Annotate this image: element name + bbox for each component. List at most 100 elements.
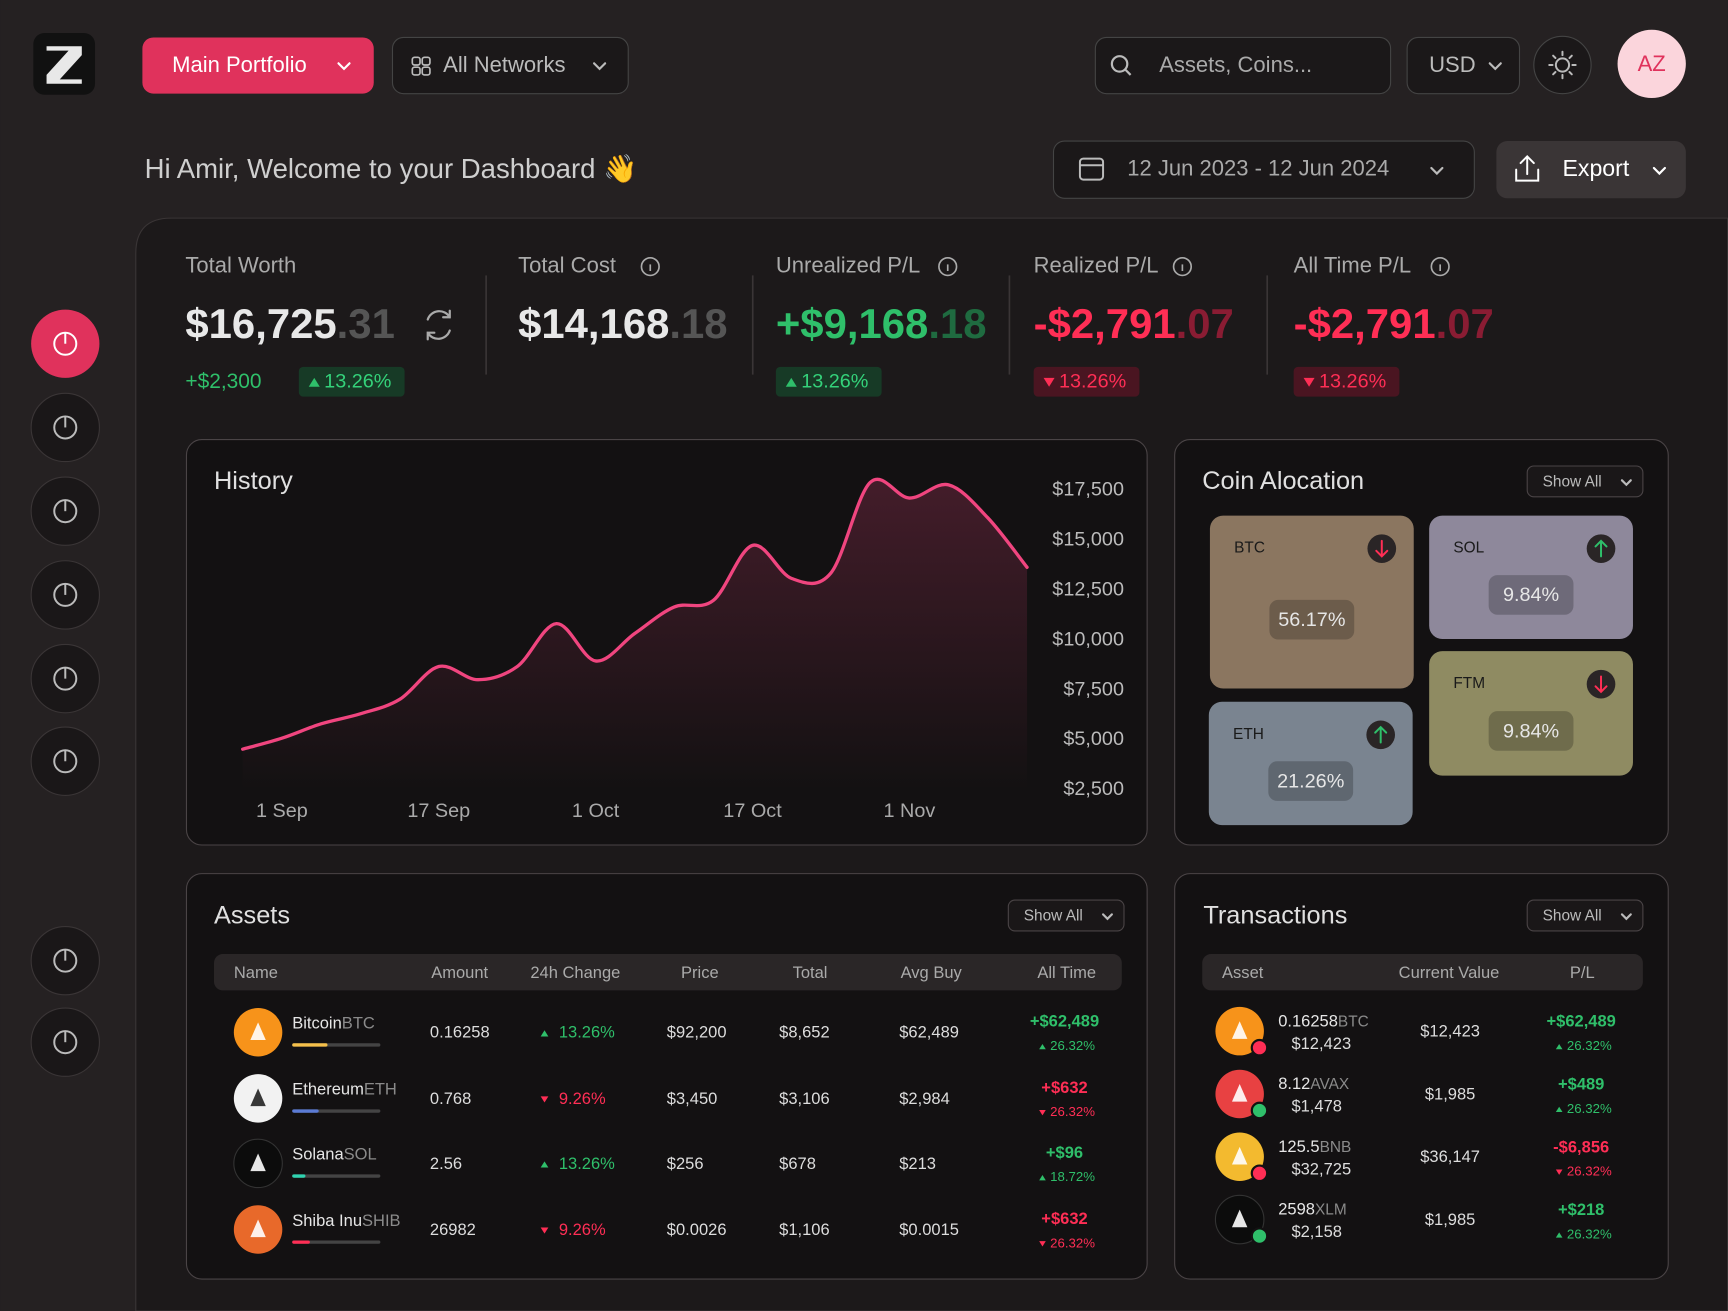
chevron xyxy=(1620,479,1632,487)
date-range-button[interactable] xyxy=(1052,140,1475,199)
allocation-title: Coin Alocation xyxy=(1202,467,1364,495)
asset-symbol: BTC xyxy=(342,1014,375,1033)
table-header xyxy=(1202,954,1643,991)
progress-track xyxy=(292,1174,381,1178)
theme-toggle[interactable] xyxy=(1533,35,1592,95)
asset-avg-buy: $0.0015 xyxy=(899,1220,959,1239)
asset-price: $256 xyxy=(667,1154,704,1173)
avatar[interactable] xyxy=(1617,29,1686,99)
asset-label: Shiba InuSHIB xyxy=(292,1211,400,1230)
asset-amount: 26982 xyxy=(430,1220,476,1239)
progress-bar xyxy=(292,1240,310,1244)
asset-symbol: ETH xyxy=(364,1080,397,1099)
y-tick-label: $7,500 xyxy=(1063,678,1124,700)
asset-symbol: SOL xyxy=(344,1145,377,1164)
trend-arrow xyxy=(1594,539,1608,558)
stat-value: -$2,791 xyxy=(1294,300,1436,347)
y-tick-label: $2,500 xyxy=(1063,778,1124,800)
info-icon xyxy=(640,256,660,277)
column-header: Avg Buy xyxy=(901,963,963,982)
asset-all-time: +$632 xyxy=(1041,1209,1087,1228)
network-button[interactable] xyxy=(391,36,629,95)
stat-label: All Time P/L xyxy=(1294,252,1411,277)
stat-cents: .07 xyxy=(1436,300,1494,347)
tx-pl-percent: 26.32% xyxy=(1567,1101,1612,1116)
coin-label: BTC xyxy=(1234,540,1265,557)
asset-change: 13.26% xyxy=(559,1154,615,1173)
direction-badge xyxy=(1250,1164,1269,1183)
stat-label: Unrealized P/L xyxy=(776,252,920,277)
up-triangle xyxy=(1039,1175,1046,1181)
search-box[interactable] xyxy=(1094,36,1392,95)
tx-current: $12,423 xyxy=(1420,1022,1480,1041)
coin-glyph xyxy=(1231,1084,1248,1102)
coin-glyph xyxy=(250,1219,266,1238)
asset-all-time: +$632 xyxy=(1041,1078,1087,1097)
sun-ray xyxy=(1568,71,1573,76)
tx-amount: 0.16258 xyxy=(1278,1012,1338,1031)
down-triangle xyxy=(540,1096,549,1103)
stat-amount: +$9,168.18 xyxy=(776,300,987,347)
down-triangle xyxy=(1555,1169,1563,1175)
table-header xyxy=(214,954,1122,991)
stat-label: Total Cost xyxy=(518,252,616,277)
coin-label: SOL xyxy=(1453,540,1484,557)
chevron xyxy=(592,62,607,71)
asset-all-time-percent: 26.32% xyxy=(1050,1235,1095,1250)
tx-pl-percent: 26.32% xyxy=(1567,1226,1612,1241)
grid-icon xyxy=(421,56,431,66)
show-all-label: Show All xyxy=(1024,908,1083,925)
asset-all-time: +$96 xyxy=(1046,1143,1083,1162)
trend-arrow xyxy=(1594,675,1608,694)
coin-label: ETH xyxy=(1233,726,1264,743)
show-all-button[interactable] xyxy=(1526,465,1644,498)
percent-pill xyxy=(1269,599,1355,640)
show-all-button[interactable] xyxy=(1526,899,1644,932)
asset-price: $0.0026 xyxy=(667,1220,727,1239)
asset-change: 13.26% xyxy=(559,1023,615,1042)
coin-percent: 21.26% xyxy=(1277,770,1344,792)
tx-symbol: XLM xyxy=(1315,1202,1347,1219)
show-all-button[interactable] xyxy=(1007,899,1125,932)
refresh-icon[interactable] xyxy=(426,309,451,341)
tx-current: $1,985 xyxy=(1425,1084,1476,1103)
down-triangle xyxy=(1043,377,1055,387)
export-button[interactable] xyxy=(1496,141,1686,199)
coin-percent: 9.84% xyxy=(1503,720,1559,742)
x-tick-label: 17 Sep xyxy=(407,800,470,822)
stat-label: Realized P/L xyxy=(1034,252,1159,277)
chevron xyxy=(1430,166,1444,176)
chart-title: History xyxy=(214,467,293,495)
search-icon xyxy=(1110,55,1129,73)
down-triangle xyxy=(1039,1241,1046,1247)
progress-bar xyxy=(292,1109,319,1113)
coin-glyph xyxy=(1231,1209,1248,1228)
tx-current: $36,147 xyxy=(1420,1147,1480,1166)
tx-amount: 125.5 xyxy=(1278,1137,1319,1156)
tx-label: 0.16258BTC xyxy=(1278,1012,1369,1031)
tx-amount: 8.12 xyxy=(1278,1075,1310,1094)
stat-cents: .31 xyxy=(337,300,395,347)
logo xyxy=(33,33,96,95)
tx-pl: -$6,856 xyxy=(1553,1137,1609,1156)
currency-button[interactable] xyxy=(1406,36,1521,95)
up-triangle xyxy=(1555,1232,1563,1238)
asset-label: SolanaSOL xyxy=(292,1145,377,1164)
y-tick-label: $10,000 xyxy=(1052,628,1124,650)
portfolio-button[interactable] xyxy=(142,37,374,94)
column-header: 24h Change xyxy=(530,963,620,982)
up-triangle xyxy=(1555,1043,1563,1050)
down-triangle xyxy=(540,1227,549,1234)
tx-label: 125.5BNB xyxy=(1278,1137,1351,1156)
search-icon xyxy=(1124,68,1132,76)
up-triangle xyxy=(308,377,320,387)
grid-icon xyxy=(411,66,421,76)
history-line xyxy=(240,477,1029,751)
show-all-label: Show All xyxy=(1543,474,1602,491)
coin-glyph xyxy=(250,1088,266,1107)
chevron xyxy=(1101,913,1113,921)
stat-percent: 13.26% xyxy=(324,371,391,393)
stat-amount: $16,725.31 xyxy=(185,300,395,347)
tx-pl: +$62,489 xyxy=(1547,1012,1616,1031)
